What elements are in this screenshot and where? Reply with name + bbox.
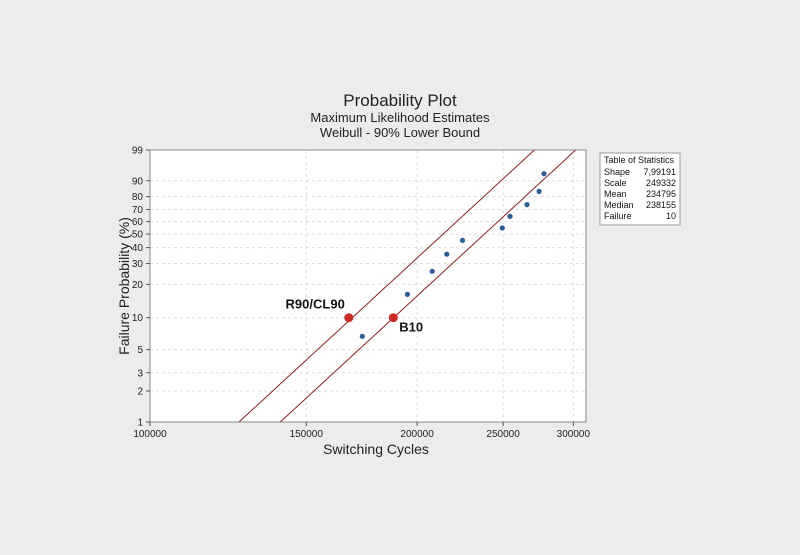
stats-row-value: 7,99191	[643, 167, 676, 177]
grid-lines	[149, 149, 586, 423]
data-point	[524, 202, 530, 208]
data-point	[541, 171, 547, 177]
y-tick-label: 5	[137, 345, 143, 356]
stats-row-label: Median	[604, 200, 634, 210]
stats-row-value: 249332	[646, 178, 676, 188]
chart-subtitle-2: Weibull - 90% Lower Bound	[320, 125, 480, 140]
y-tick-label: 10	[132, 313, 144, 324]
annotation-marker	[388, 313, 398, 323]
stats-row-value: 234795	[646, 189, 676, 199]
plot-area	[150, 150, 586, 422]
annotation-label: B10	[399, 320, 423, 335]
y-tick-label: 99	[132, 146, 144, 157]
fit-line	[279, 150, 577, 422]
data-points	[359, 171, 547, 339]
annotation-label: R90/CL90	[286, 297, 345, 312]
y-tick-label: 30	[132, 259, 144, 270]
stats-table-title: Table of Statistics	[604, 155, 675, 165]
data-point	[404, 291, 410, 297]
stats-row-label: Scale	[604, 178, 627, 188]
x-tick-label: 150000	[290, 429, 324, 440]
y-axis-label: Failure Probability (%)	[116, 217, 132, 355]
y-tick-label: 20	[132, 280, 144, 291]
y-tick-label: 2	[137, 387, 143, 398]
data-point	[536, 188, 542, 194]
x-tick-label: 100000	[133, 429, 167, 440]
y-tick-label: 1	[137, 418, 143, 429]
data-point	[499, 225, 505, 231]
data-point	[444, 251, 450, 257]
x-tick-label: 300000	[557, 429, 591, 440]
y-tick-label: 3	[137, 368, 143, 379]
y-tick-label: 40	[132, 243, 144, 254]
plot-frame	[149, 149, 587, 423]
annotations: R90/CL90 B10	[286, 297, 424, 335]
x-axis-ticks: 100000 150000 200000 250000 300000	[133, 422, 590, 440]
y-tick-label: 80	[132, 192, 144, 203]
data-point	[429, 268, 435, 274]
x-tick-label: 250000	[486, 429, 520, 440]
stats-row-label: Shape	[604, 167, 630, 177]
y-tick-label: 60	[132, 217, 144, 228]
x-tick-label: 200000	[400, 429, 434, 440]
chart-title: Probability Plot	[343, 91, 457, 110]
data-point	[359, 333, 365, 339]
y-tick-label: 50	[132, 230, 144, 241]
stats-row-label: Failure	[604, 211, 632, 221]
stats-table-box	[599, 152, 681, 226]
stats-row-label: Mean	[604, 189, 627, 199]
lower-bound-line	[238, 150, 536, 422]
chart-subtitle-1: Maximum Likelihood Estimates	[310, 110, 490, 125]
y-tick-label: 90	[132, 176, 144, 187]
annotation-marker	[344, 313, 354, 323]
x-axis-label: Switching Cycles	[323, 441, 429, 457]
data-point	[507, 213, 513, 219]
stats-table: Table of Statistics Shape 7,99191 Scale 249…	[599, 152, 681, 226]
y-tick-label: 70	[132, 205, 144, 216]
stats-row-value: 238155	[646, 200, 676, 210]
stats-table-rows: Shape 7,99191 Scale 249332 Mean 234795 Median 2…	[604, 167, 676, 221]
data-point	[459, 237, 466, 243]
stats-row-value: 10	[666, 211, 676, 221]
